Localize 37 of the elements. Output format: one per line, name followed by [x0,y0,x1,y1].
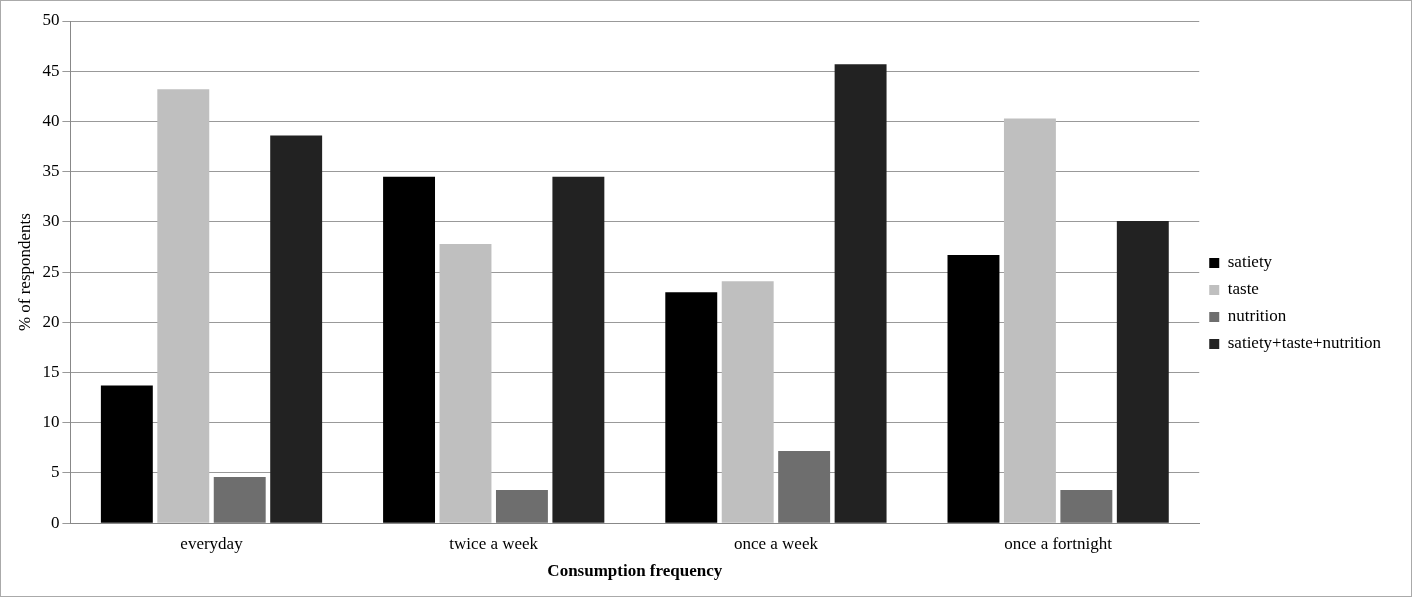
y-tick-label: 0 [50,512,60,532]
bar [213,477,266,523]
x-tick-label: once a fortnight [1004,533,1113,553]
bar [834,64,887,523]
bar [1060,490,1113,523]
bar [439,243,492,523]
y-tick-label: 45 [42,60,60,80]
bar [495,490,548,523]
y-tick-label: 10 [42,412,60,432]
legend-label: satiety+taste+nutrition [1227,333,1382,353]
y-tick-label: 25 [42,261,60,281]
y-tick-label: 5 [50,462,60,482]
bar [270,135,323,523]
y-tick-label: 50 [42,10,60,30]
x-tick-label: everyday [180,533,244,553]
x-tick-label: once a week [733,533,819,553]
bar [383,176,436,523]
y-tick-label: 20 [42,311,60,331]
x-axis-title: Consumption frequency [547,561,723,581]
y-tick-label: 35 [42,161,60,181]
bar [552,176,605,523]
y-tick-label: 30 [42,211,60,231]
y-tick-label: 40 [42,110,60,130]
bar [947,255,1000,523]
legend-label: nutrition [1227,306,1287,326]
bar [1116,220,1169,523]
bar [778,450,831,523]
y-axis-title: % of respondents [14,213,34,332]
bar [100,385,153,523]
x-tick-label: twice a week [449,533,539,553]
bar [721,281,774,523]
bar [1003,118,1056,523]
bar [665,292,718,523]
y-tick-label: 15 [42,362,60,382]
bar [157,89,210,523]
legend-label: satiety [1227,252,1273,272]
legend-label: taste [1227,279,1259,299]
